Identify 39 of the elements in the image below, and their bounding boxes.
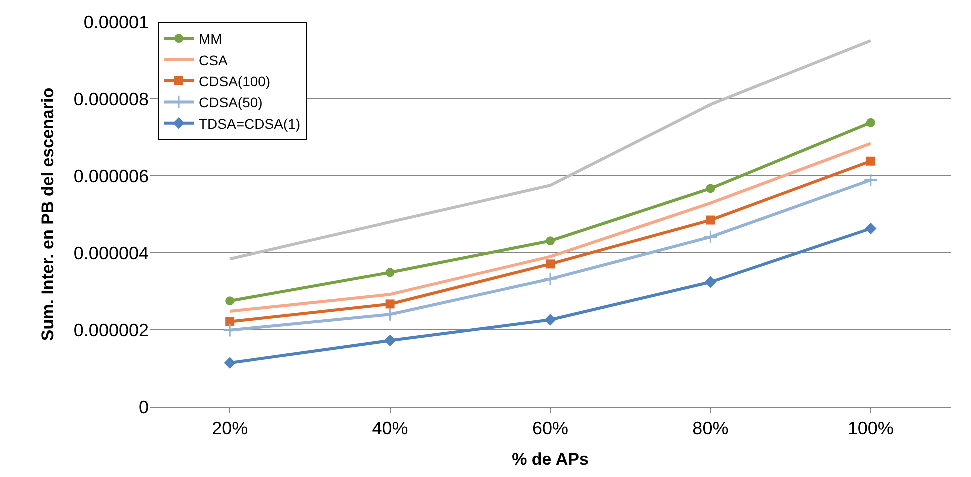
legend-label: CSA [199, 52, 228, 68]
point [865, 222, 877, 235]
point [704, 276, 717, 288]
point [866, 156, 876, 166]
x-tick-label: 60% [532, 418, 569, 439]
legend-label: CDSA(50) [199, 94, 263, 111]
point [706, 216, 716, 225]
y-tick-label: 0.000004 [74, 243, 149, 264]
x-axis-title: % de APs [512, 450, 589, 469]
point [546, 260, 555, 269]
x-tick-label: 100% [848, 418, 894, 439]
point [383, 308, 398, 322]
point [546, 236, 555, 246]
point [544, 314, 556, 326]
y-tick-label: 0.000002 [74, 320, 149, 340]
point [386, 300, 395, 309]
point [706, 184, 716, 194]
y-tick-label: 0.000008 [74, 89, 149, 110]
y-axis-title: Sum. Inter. en PB del escenario [38, 88, 58, 342]
x-tick-label: 80% [692, 418, 729, 439]
point [224, 357, 236, 369]
point [543, 272, 558, 286]
legend-label: MM [199, 31, 222, 48]
point [384, 334, 396, 347]
legend-label: CDSA(100) [199, 73, 271, 90]
x-tick-label: 20% [212, 418, 248, 439]
point [704, 230, 718, 244]
point [386, 268, 395, 278]
point [866, 118, 876, 128]
point [864, 173, 878, 188]
legend-label: TDSA=CDSA(1) [199, 116, 301, 132]
y-tick-label: 0.000006 [74, 166, 149, 186]
x-tick-label: 40% [372, 418, 408, 439]
y-tick-label: 0.00001 [84, 12, 149, 32]
point [223, 323, 238, 338]
line-series [228, 142, 872, 314]
y-tick-label: 0 [138, 397, 149, 418]
point [226, 296, 235, 306]
point [226, 317, 235, 326]
